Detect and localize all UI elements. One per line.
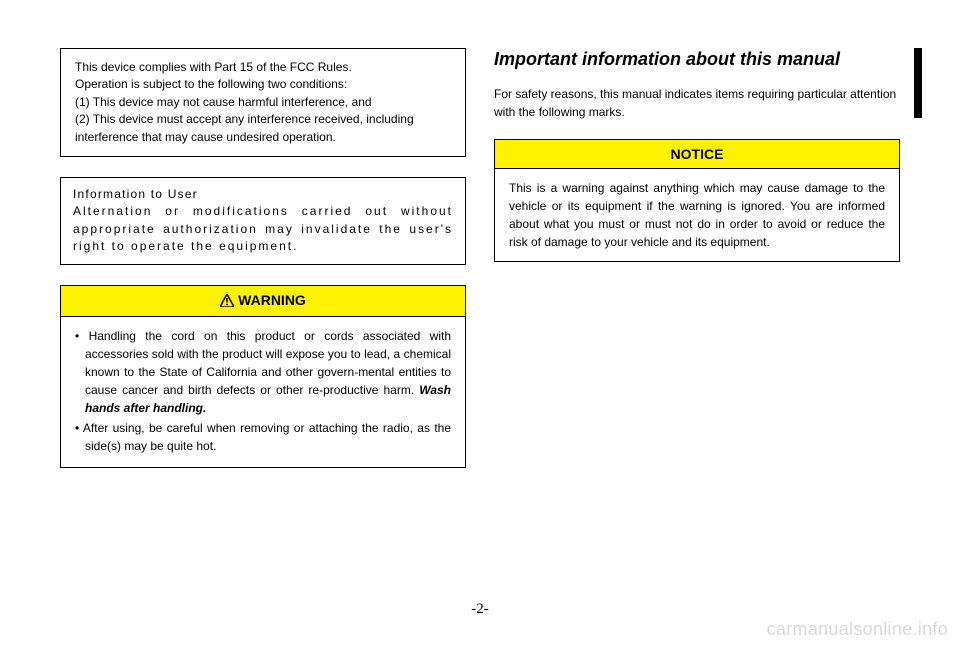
- warning-header-text: WARNING: [238, 292, 306, 308]
- warning-item-1: • Handling the cord on this product or c…: [75, 327, 451, 417]
- notice-body: This is a warning against anything which…: [495, 169, 899, 261]
- fcc-line3: (1) This device may not cause harmful in…: [75, 94, 451, 111]
- page-number: -2-: [0, 601, 960, 618]
- warning-triangle-icon: [220, 294, 234, 310]
- notice-box: NOTICE This is a warning against anythin…: [494, 139, 900, 262]
- user-info-body: Alternation or modifications carried out…: [73, 203, 453, 255]
- fcc-line1: This device complies with Part 15 of the…: [75, 59, 451, 76]
- warning-item-2: • After using, be careful when removing …: [75, 419, 451, 455]
- notice-header: NOTICE: [495, 140, 899, 169]
- section-intro: For safety reasons, this manual indicate…: [494, 85, 900, 121]
- watermark-text: carmanualsonline.info: [767, 619, 948, 640]
- section-heading: Important information about this manual: [494, 48, 900, 71]
- manual-page: This device complies with Part 15 of the…: [0, 0, 960, 648]
- right-column: Important information about this manual …: [494, 48, 900, 488]
- fcc-line2: Operation is subject to the following tw…: [75, 76, 451, 93]
- user-info-title: Information to User: [73, 186, 453, 203]
- fcc-line4: (2) This device must accept any interfer…: [75, 111, 451, 146]
- fcc-compliance-box: This device complies with Part 15 of the…: [60, 48, 466, 157]
- warning-item-1-text: • Handling the cord on this product or c…: [75, 329, 451, 397]
- warning-body: • Handling the cord on this product or c…: [61, 317, 465, 467]
- index-tab-strip: [914, 48, 922, 118]
- warning-box: WARNING • Handling the cord on this prod…: [60, 285, 466, 468]
- two-column-layout: This device complies with Part 15 of the…: [60, 48, 900, 488]
- left-column: This device complies with Part 15 of the…: [60, 48, 466, 488]
- warning-header: WARNING: [61, 286, 465, 317]
- user-info-box: Information to User Alternation or modif…: [60, 177, 466, 265]
